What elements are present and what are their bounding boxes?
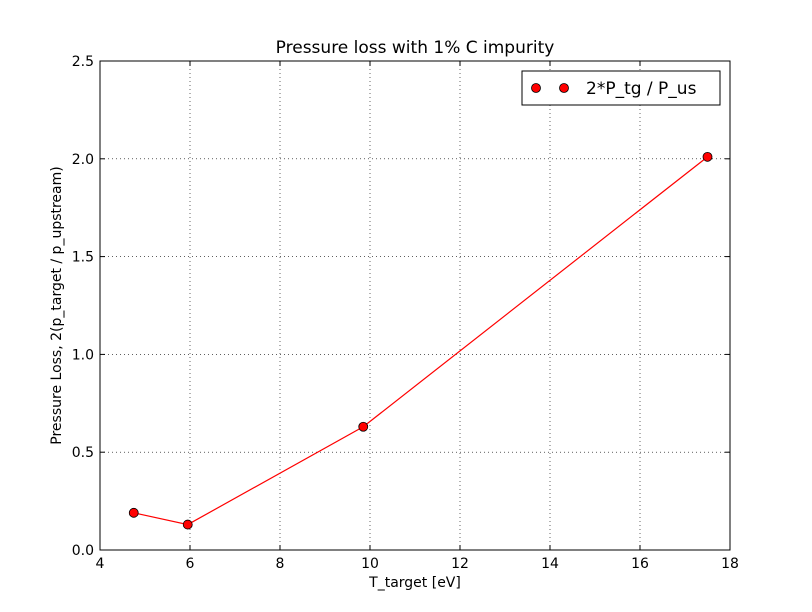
legend-marker bbox=[531, 83, 541, 93]
x-tick-label: 16 bbox=[631, 556, 649, 572]
ticks: 4 6 8 10 12 14 16 18 0.0 0.5 1.0 1.5 2.0 2.5 bbox=[72, 54, 739, 572]
y-tick-label: 0.5 bbox=[72, 445, 94, 461]
legend-marker bbox=[559, 83, 569, 93]
data-point bbox=[128, 507, 139, 518]
data-point bbox=[182, 519, 193, 530]
series-layer bbox=[128, 151, 713, 530]
x-axis-label: T_target [eV] bbox=[368, 575, 461, 591]
y-tick-label: 2.5 bbox=[72, 54, 94, 70]
x-tick-label: 8 bbox=[276, 556, 285, 572]
x-tick-label: 18 bbox=[721, 556, 739, 572]
plot-frame bbox=[99, 60, 731, 551]
x-tick-label: 4 bbox=[96, 556, 105, 572]
y-tick-label: 1.5 bbox=[72, 250, 94, 266]
x-tick-label: 6 bbox=[186, 556, 195, 572]
legend-box bbox=[521, 70, 721, 106]
legend: 2*P_tg / P_us bbox=[521, 70, 721, 106]
y-tick-label: 2.0 bbox=[72, 152, 94, 168]
y-tick-label: 0.0 bbox=[72, 543, 94, 559]
legend-label: 2*P_tg / P_us bbox=[586, 79, 697, 99]
data-point bbox=[702, 151, 713, 162]
x-tick-label: 12 bbox=[451, 556, 469, 572]
y-tick-label: 1.0 bbox=[72, 347, 94, 363]
grid bbox=[100, 61, 730, 550]
x-tick-label: 10 bbox=[361, 556, 379, 572]
series-line bbox=[133, 156, 708, 526]
x-tick-label: 14 bbox=[541, 556, 559, 572]
data-point bbox=[358, 421, 369, 432]
y-axis-label: Pressure Loss, 2(p_target / p_upstream) bbox=[49, 166, 65, 444]
chart-title: Pressure loss with 1% C impurity bbox=[276, 38, 555, 58]
